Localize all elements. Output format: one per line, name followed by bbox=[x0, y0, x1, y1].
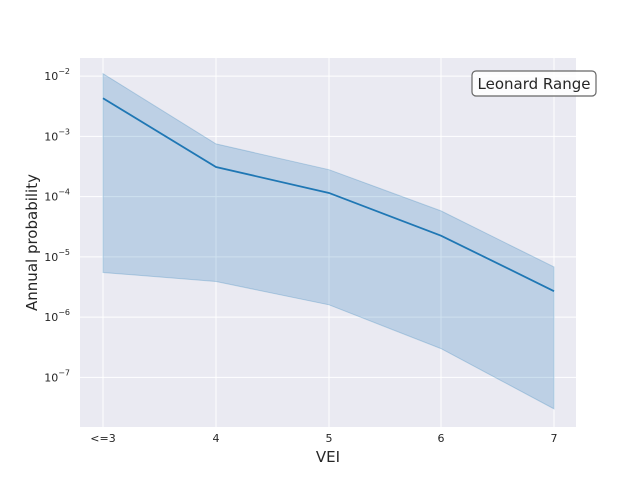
y-axis-label: Annual probability bbox=[23, 174, 41, 311]
plot-area bbox=[80, 58, 576, 427]
y-tick-label: 10−5 bbox=[44, 248, 70, 264]
grid-lines bbox=[80, 58, 576, 427]
annotation-box: Leonard Range bbox=[471, 70, 597, 97]
data-points bbox=[102, 98, 555, 292]
x-tick-label: 4 bbox=[213, 432, 220, 445]
uncertainty-band bbox=[102, 72, 555, 410]
annotation-text: Leonard Range bbox=[478, 75, 591, 93]
y-tick-label: 10−4 bbox=[44, 188, 70, 204]
x-tick-label: 5 bbox=[326, 432, 333, 445]
y-tick-label: 10−6 bbox=[44, 308, 70, 324]
annotation-frame bbox=[471, 70, 597, 97]
y-tick-label: 10−7 bbox=[44, 368, 70, 384]
x-tick-label: 6 bbox=[438, 432, 445, 445]
x-tick-label: <=3 bbox=[90, 432, 115, 445]
y-tick-label: 10−3 bbox=[44, 127, 70, 143]
x-axis-label: VEI bbox=[316, 448, 340, 466]
x-tick-labels: <=3 4 5 6 7 bbox=[90, 432, 557, 445]
y-tick-labels: 10−7 10−6 10−5 10−4 10−3 10−2 bbox=[44, 67, 70, 384]
x-tick-label: 7 bbox=[551, 432, 558, 445]
y-tick-label: 10−2 bbox=[44, 67, 70, 83]
